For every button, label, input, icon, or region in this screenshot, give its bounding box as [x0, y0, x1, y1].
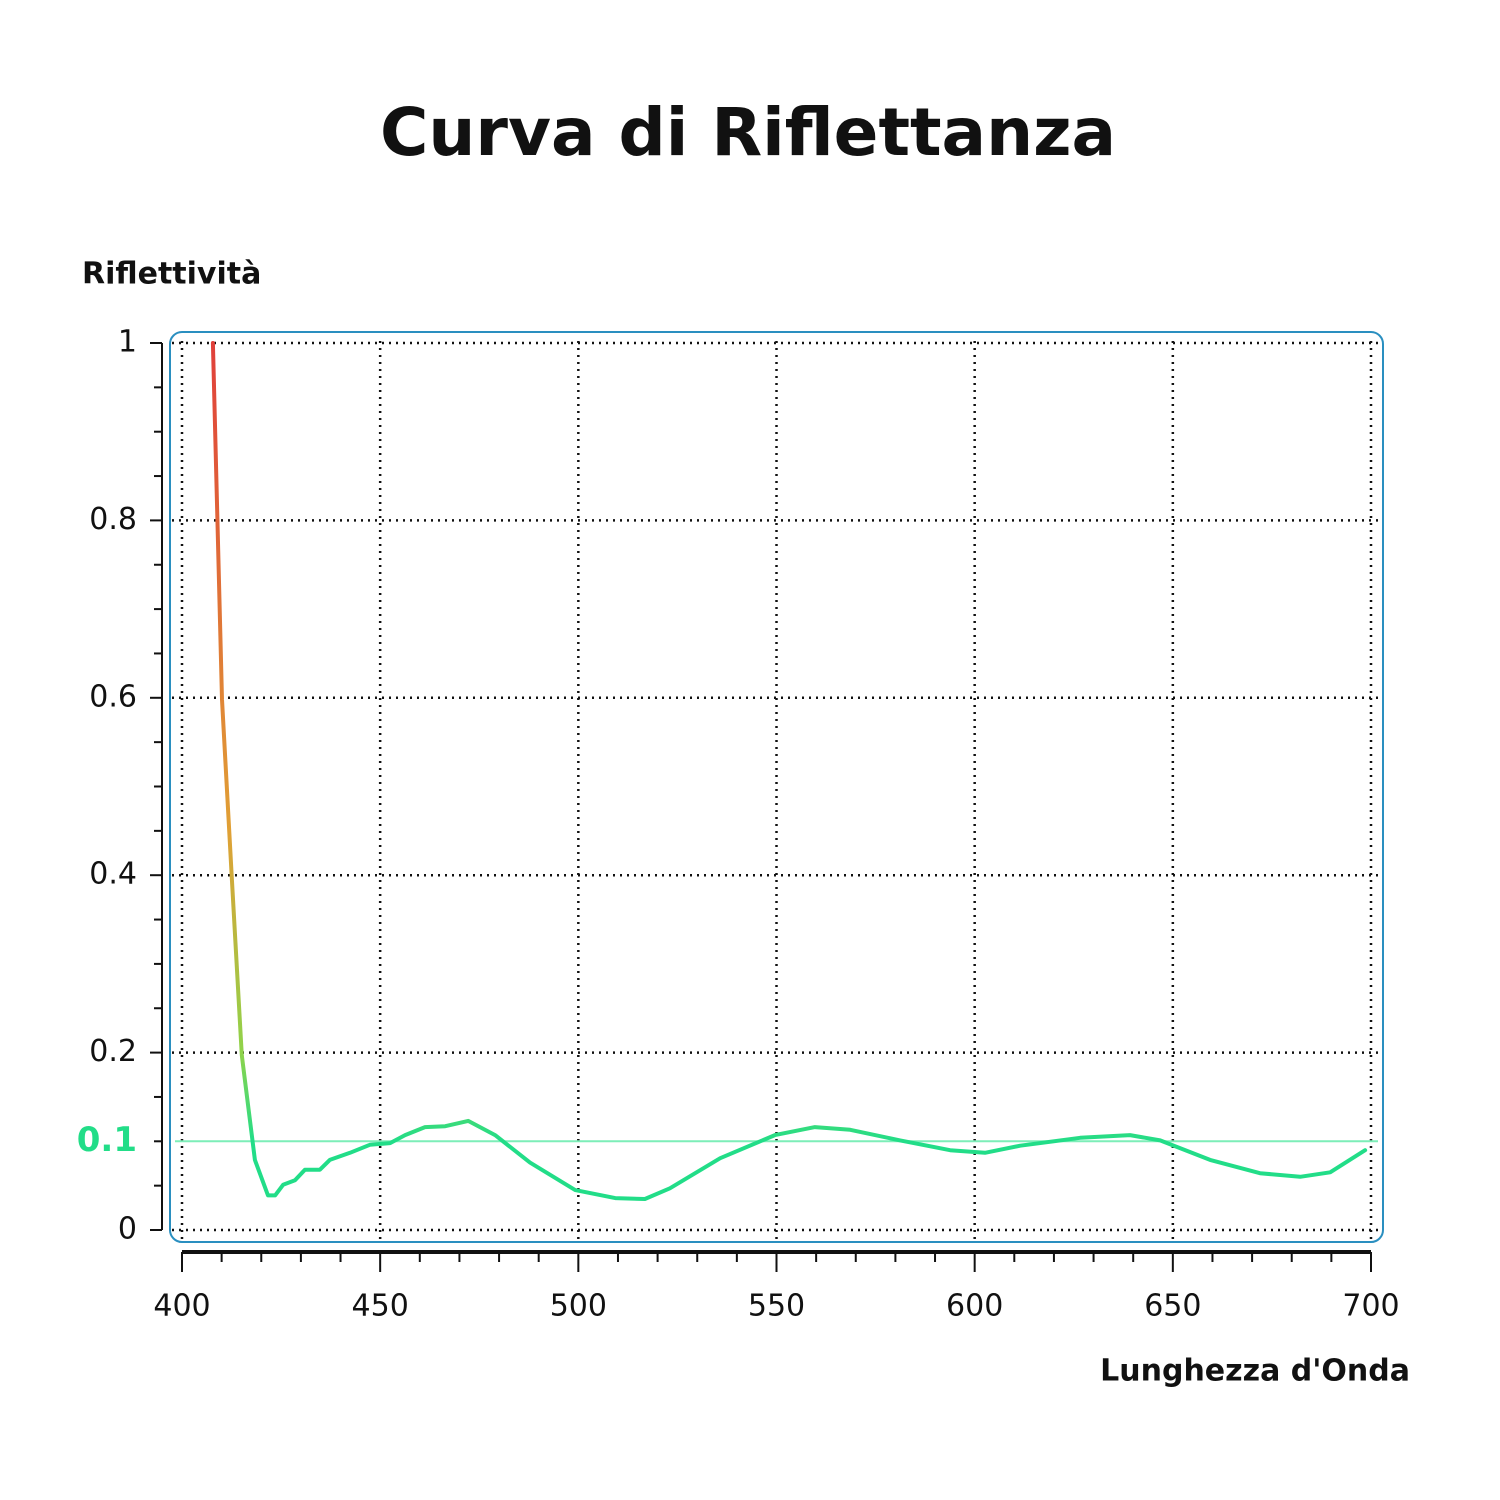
x-tick-label: 700	[1342, 1289, 1399, 1324]
reference-label: 0.1	[77, 1120, 137, 1160]
y-tick-label: 0.8	[89, 502, 137, 537]
chart-title: Curva di Riflettanza	[380, 94, 1116, 171]
y-axis-label: Riflettività	[82, 257, 261, 292]
plot-frame	[169, 331, 1384, 1243]
y-tick-label: 1	[118, 325, 137, 360]
y-tick-label: 0.6	[89, 679, 137, 714]
x-tick-label: 450	[352, 1289, 409, 1324]
y-tick-label: 0.4	[89, 857, 137, 892]
x-tick-label: 650	[1144, 1289, 1201, 1324]
x-axis-label: Lunghezza d'Onda	[1100, 1354, 1410, 1389]
x-tick-label: 550	[748, 1289, 805, 1324]
x-tick-label: 400	[153, 1289, 210, 1324]
x-tick-label: 500	[550, 1289, 607, 1324]
y-tick-label: 0.2	[89, 1034, 137, 1069]
reflectance-curve	[210, 341, 1368, 1201]
x-tick-label: 600	[946, 1289, 1003, 1324]
y-tick-label: 0	[118, 1212, 137, 1247]
